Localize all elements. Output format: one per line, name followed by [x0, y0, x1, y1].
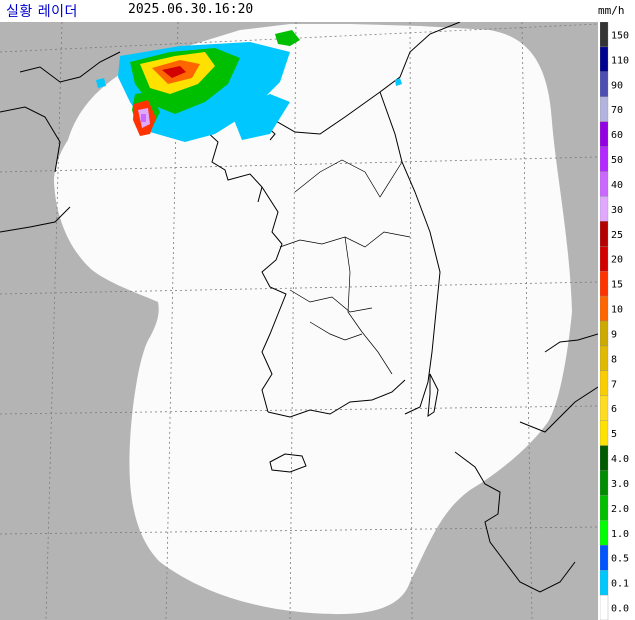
legend-swatch	[600, 594, 609, 620]
precipitation-legend: 150 110 90 70 60 50 40 30 25 20 15 10 9 8 7 6 5 4.0 3.0 2.0…	[600, 22, 629, 620]
legend-swatch	[600, 470, 609, 496]
legend-unit: mm/h	[598, 4, 625, 17]
legend-label: 1.0	[611, 529, 629, 540]
legend-swatch	[600, 221, 609, 247]
observation-timestamp: 2025.06.30.16:20	[128, 2, 254, 17]
legend-swatch	[600, 520, 609, 546]
legend-swatch	[600, 445, 609, 471]
legend-label: 10	[611, 305, 623, 316]
legend-label: 7	[611, 379, 617, 390]
legend-swatch	[600, 420, 609, 446]
header-bar: 실황 레이더 2025.06.30.16:20 mm/h	[0, 0, 635, 22]
legend-label: 8	[611, 354, 617, 365]
legend-swatch	[600, 545, 609, 571]
legend-label: 0.1	[611, 579, 629, 590]
legend-swatch	[600, 46, 609, 72]
legend-label: 15	[611, 280, 623, 291]
rain-echo-heavy	[133, 52, 215, 136]
page-title: 실황 레이더	[6, 4, 78, 20]
legend-label: 5	[611, 429, 617, 440]
legend-swatch	[600, 146, 609, 172]
legend-swatch	[600, 196, 609, 222]
legend-label: 30	[611, 205, 623, 216]
legend-label: 90	[611, 80, 623, 91]
legend-swatch	[600, 121, 609, 147]
legend-label: 0.5	[611, 554, 629, 565]
legend-swatch	[600, 345, 609, 371]
legend-label: 3.0	[611, 479, 629, 490]
legend-swatch	[600, 295, 609, 322]
legend-label: 40	[611, 180, 623, 191]
legend-label: 0.0	[611, 604, 629, 615]
legend-swatch	[600, 171, 609, 197]
legend-label: 110	[611, 55, 629, 66]
coastline	[0, 22, 598, 593]
province-borders	[279, 159, 411, 375]
legend-label: 50	[611, 155, 623, 166]
legend-label: 20	[611, 255, 623, 266]
radar-coverage-area	[54, 24, 572, 615]
legend-swatch	[600, 96, 609, 122]
legend-swatch	[600, 370, 609, 396]
legend-swatch	[600, 320, 609, 347]
legend-swatch	[600, 495, 609, 521]
legend-label: 150	[611, 30, 629, 41]
legend-label: 70	[611, 105, 623, 116]
legend-label: 6	[611, 404, 617, 415]
legend-swatch	[600, 71, 609, 97]
legend-label: 25	[611, 230, 623, 241]
legend-label: 9	[611, 329, 617, 340]
legend-label: 60	[611, 130, 623, 141]
legend-label: 4.0	[611, 454, 629, 465]
legend-swatch	[600, 395, 609, 421]
legend-swatch	[600, 271, 609, 297]
legend-swatch	[600, 246, 609, 272]
radar-map[interactable]	[0, 22, 598, 620]
legend-label: 2.0	[611, 504, 629, 515]
legend-swatch	[600, 22, 609, 48]
legend-swatch	[600, 570, 609, 596]
